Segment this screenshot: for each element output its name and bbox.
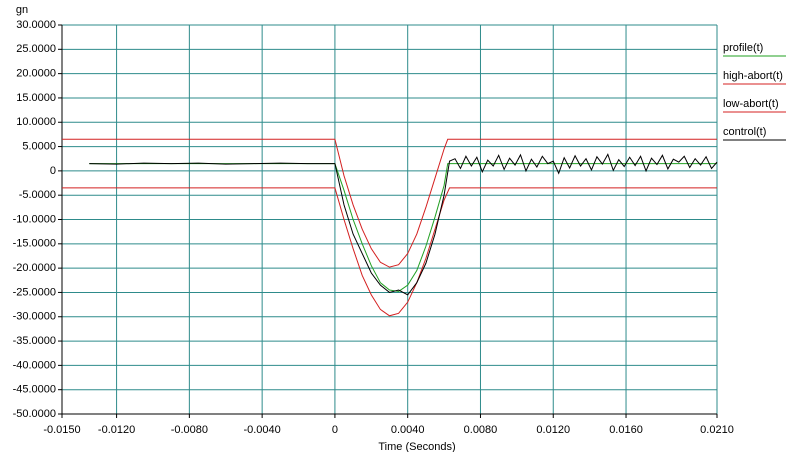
x-tick-label: 0.0120 xyxy=(536,424,570,436)
x-tick-label: -0.0080 xyxy=(171,424,208,436)
y-tick-label: -10.0000 xyxy=(13,213,56,225)
legend-label: high-abort(t) xyxy=(723,70,783,82)
series-line xyxy=(62,138,717,268)
x-tick-label: 0.0160 xyxy=(609,424,643,436)
x-tick-label: 0.0080 xyxy=(464,424,498,436)
y-tick-label: 10.0000 xyxy=(16,116,56,128)
y-tick-label: -50.0000 xyxy=(13,408,56,420)
y-tick-label: -45.0000 xyxy=(13,384,56,396)
series-line xyxy=(89,153,718,296)
x-tick-label: 0.0040 xyxy=(391,424,425,436)
y-axis-label: gn xyxy=(16,4,28,16)
y-tick-label: -5.0000 xyxy=(19,189,56,201)
y-tick-label: 5.0000 xyxy=(22,140,56,152)
series-line xyxy=(62,187,717,317)
y-tick-label: 30.0000 xyxy=(16,19,56,31)
x-axis-label: Time (Seconds) xyxy=(378,441,455,452)
y-tick-label: -35.0000 xyxy=(13,335,56,347)
legend-label: profile(t) xyxy=(723,42,763,54)
y-tick-label: -15.0000 xyxy=(13,238,56,250)
y-tick-label: 0 xyxy=(50,165,56,177)
legend-label: low-abort(t) xyxy=(723,98,779,110)
y-tick-label: 20.0000 xyxy=(16,68,56,80)
y-tick-label: 15.0000 xyxy=(16,92,56,104)
x-tick-label: -0.0120 xyxy=(98,424,135,436)
legend-label: control(t) xyxy=(723,126,766,138)
x-tick-label: 0 xyxy=(332,424,338,436)
x-tick-label: 0.0210 xyxy=(700,424,734,436)
y-tick-label: -30.0000 xyxy=(13,311,56,323)
y-tick-label: -40.0000 xyxy=(13,359,56,371)
x-tick-label: -0.0150 xyxy=(43,424,80,436)
y-tick-label: -20.0000 xyxy=(13,262,56,274)
y-tick-label: -25.0000 xyxy=(13,286,56,298)
x-tick-label: -0.0040 xyxy=(243,424,280,436)
y-tick-label: 25.0000 xyxy=(16,43,56,55)
series-line xyxy=(89,163,717,292)
